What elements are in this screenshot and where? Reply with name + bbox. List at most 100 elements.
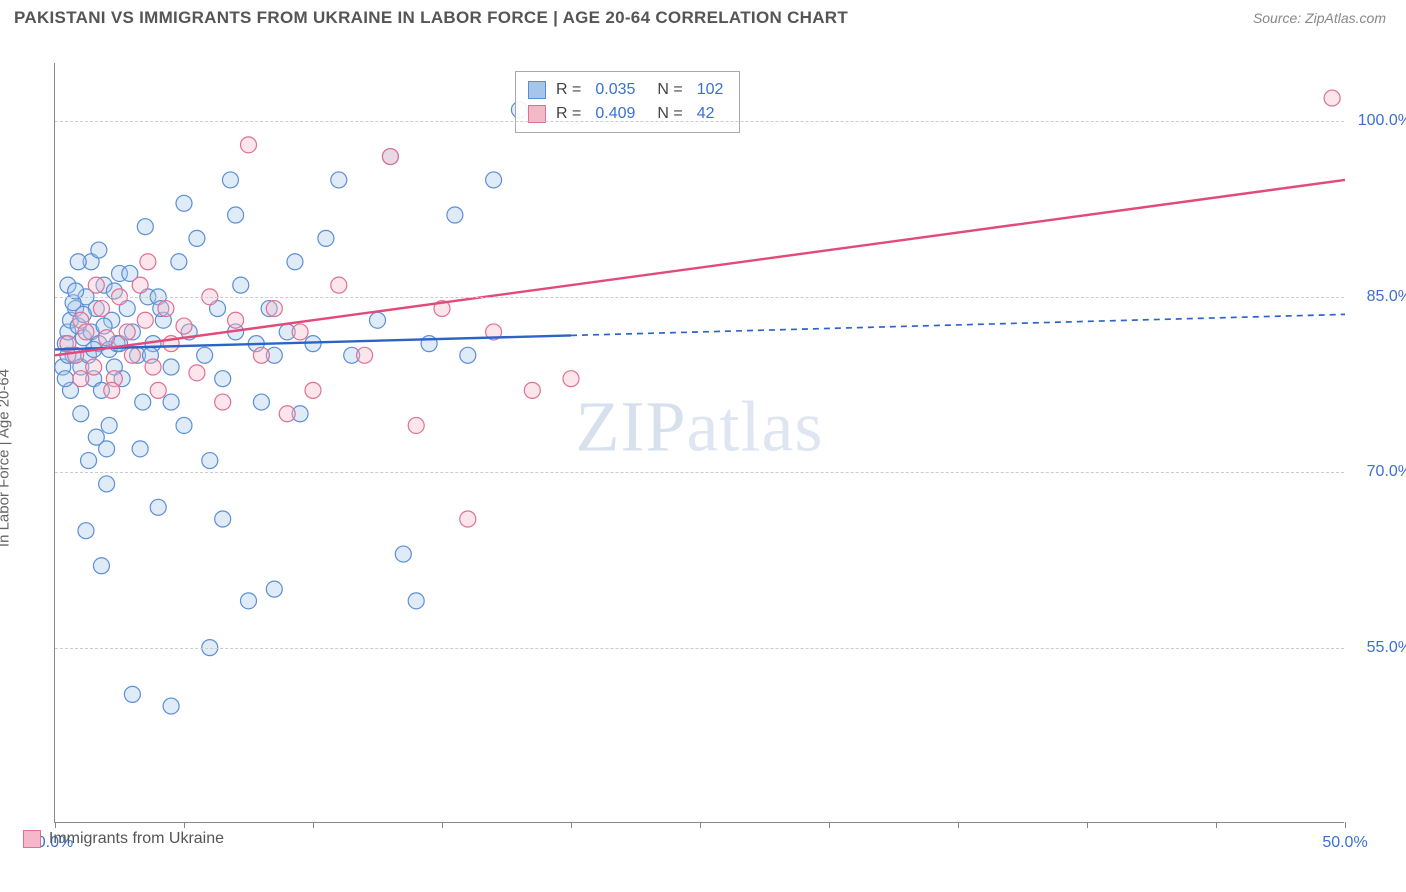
stat-n-label: N =	[657, 78, 682, 102]
data-point	[78, 523, 94, 539]
data-point	[228, 312, 244, 328]
x-tick	[313, 822, 314, 828]
data-point	[99, 476, 115, 492]
data-point	[266, 301, 282, 317]
x-tick	[184, 822, 185, 828]
data-point	[73, 371, 89, 387]
trend-line-extrapolated	[571, 314, 1345, 335]
chart-container: In Labor Force | Age 20-64 ZIPatlas R =0…	[14, 38, 1392, 878]
data-point	[81, 453, 97, 469]
trend-line	[55, 180, 1345, 355]
legend-item: Immigrants from Ukraine	[23, 830, 224, 848]
data-point	[215, 511, 231, 527]
data-point	[101, 417, 117, 433]
x-tick	[1087, 822, 1088, 828]
data-point	[189, 365, 205, 381]
x-tick-label: 50.0%	[1322, 834, 1367, 852]
x-tick	[958, 822, 959, 828]
data-point	[279, 406, 295, 422]
data-point	[176, 417, 192, 433]
gridline	[55, 648, 1344, 649]
data-point	[70, 254, 86, 270]
data-point	[88, 429, 104, 445]
stat-r-value: 0.035	[595, 78, 635, 102]
gridline	[55, 297, 1344, 298]
series-legend: PakistanisImmigrants from Ukraine	[0, 830, 699, 848]
data-point	[150, 499, 166, 515]
data-point	[91, 242, 107, 258]
data-point	[233, 277, 249, 293]
data-point	[408, 417, 424, 433]
data-point	[305, 382, 321, 398]
data-point	[370, 312, 386, 328]
data-point	[241, 593, 257, 609]
legend-label: Immigrants from Ukraine	[49, 830, 224, 848]
data-point	[486, 172, 502, 188]
data-point	[197, 347, 213, 363]
data-point	[124, 686, 140, 702]
data-point	[93, 301, 109, 317]
data-point	[189, 230, 205, 246]
data-point	[104, 382, 120, 398]
plot-area: ZIPatlas R =0.035N =102R =0.409N =42 55.…	[54, 63, 1344, 823]
data-point	[88, 277, 104, 293]
data-point	[93, 558, 109, 574]
data-point	[228, 207, 244, 223]
data-point	[176, 318, 192, 334]
watermark: ZIPatlas	[576, 386, 824, 469]
data-point	[78, 324, 94, 340]
data-point	[460, 511, 476, 527]
stats-row: R =0.035N =102	[528, 78, 727, 102]
data-point	[137, 312, 153, 328]
data-point	[171, 254, 187, 270]
data-point	[292, 324, 308, 340]
gridline	[55, 472, 1344, 473]
data-point	[447, 207, 463, 223]
x-tick	[700, 822, 701, 828]
data-point	[382, 149, 398, 165]
chart-header: PAKISTANI VS IMMIGRANTS FROM UKRAINE IN …	[0, 0, 1406, 32]
data-point	[215, 371, 231, 387]
stat-r-label: R =	[556, 78, 581, 102]
legend-swatch	[528, 81, 546, 99]
x-tick	[1345, 822, 1346, 828]
data-point	[408, 593, 424, 609]
data-point	[222, 172, 238, 188]
y-tick-label: 70.0%	[1367, 463, 1406, 481]
legend-swatch	[528, 105, 546, 123]
y-tick-label: 55.0%	[1367, 639, 1406, 657]
data-point	[132, 277, 148, 293]
data-point	[395, 546, 411, 562]
data-point	[163, 698, 179, 714]
data-point	[1324, 90, 1340, 106]
data-point	[124, 347, 140, 363]
data-point	[241, 137, 257, 153]
x-tick	[829, 822, 830, 828]
data-point	[86, 359, 102, 375]
data-point	[163, 394, 179, 410]
data-point	[331, 172, 347, 188]
data-point	[460, 347, 476, 363]
data-point	[253, 347, 269, 363]
legend-swatch	[23, 830, 41, 848]
source-attribution: Source: ZipAtlas.com	[1253, 10, 1386, 26]
chart-title: PAKISTANI VS IMMIGRANTS FROM UKRAINE IN …	[14, 8, 848, 28]
data-point	[140, 254, 156, 270]
data-point	[202, 453, 218, 469]
data-point	[158, 301, 174, 317]
x-tick	[571, 822, 572, 828]
data-point	[524, 382, 540, 398]
data-point	[137, 219, 153, 235]
correlation-stats-box: R =0.035N =102R =0.409N =42	[515, 71, 740, 133]
data-point	[135, 394, 151, 410]
data-point	[145, 359, 161, 375]
data-point	[318, 230, 334, 246]
y-tick-label: 85.0%	[1367, 288, 1406, 306]
data-point	[132, 441, 148, 457]
data-point	[266, 581, 282, 597]
data-point	[331, 277, 347, 293]
data-point	[357, 347, 373, 363]
x-tick	[1216, 822, 1217, 828]
data-point	[253, 394, 269, 410]
data-point	[99, 330, 115, 346]
